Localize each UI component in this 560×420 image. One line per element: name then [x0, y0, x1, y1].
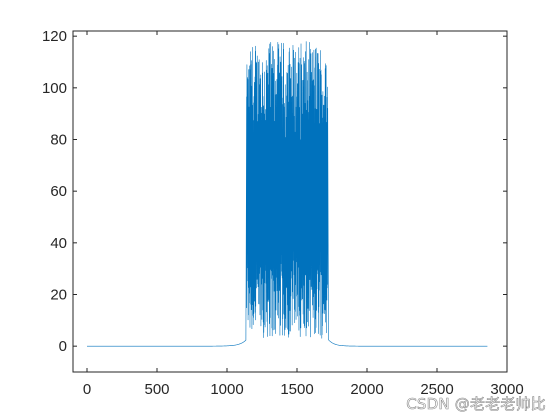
x-tick-label: 1500 [280, 381, 313, 398]
x-tick-label: 2000 [350, 381, 383, 398]
x-tick-label: 500 [144, 381, 169, 398]
y-tick-label: 60 [50, 183, 67, 200]
x-axis: 0 500 1000 1500 2000 2500 3000 [83, 31, 524, 398]
x-tick-label: 0 [83, 381, 91, 398]
y-tick-label: 0 [59, 338, 67, 355]
y-tick-label: 120 [42, 28, 67, 45]
y-tick-label: 100 [42, 80, 67, 97]
x-tick-label: 1000 [210, 381, 243, 398]
y-tick-label: 20 [50, 287, 67, 304]
y-tick-label: 40 [50, 235, 67, 252]
series-layer [87, 41, 488, 347]
series-line [87, 41, 488, 347]
x-tick-label: 3000 [490, 381, 523, 398]
x-tick-label: 2500 [420, 381, 453, 398]
y-axis: 0 20 40 60 80 100 120 [42, 28, 507, 355]
y-tick-label: 80 [50, 132, 67, 149]
axes-box [72, 30, 508, 373]
watermark: CSDN @老老老帅比 [406, 395, 546, 414]
